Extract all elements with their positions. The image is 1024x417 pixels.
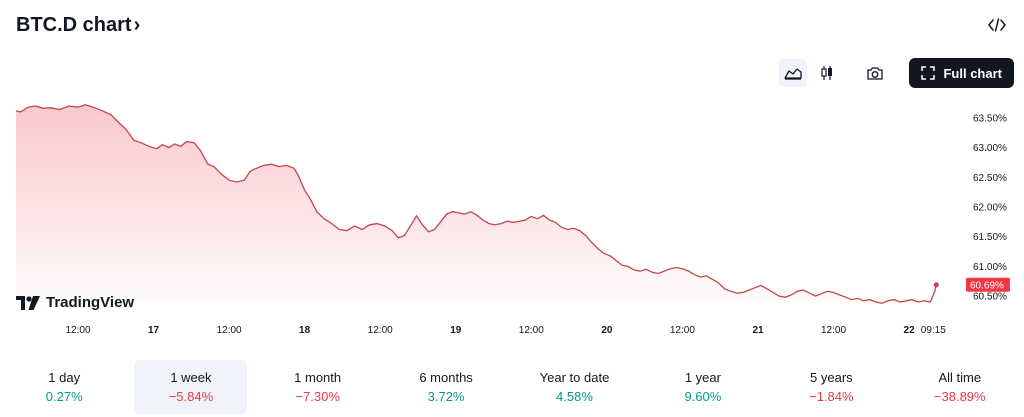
y-tick-label: 61.50%	[973, 232, 1007, 243]
tradingview-icon	[16, 295, 40, 310]
period-tab[interactable]: 1 day 0.27%	[0, 360, 128, 414]
last-value-badge: 60.69%	[966, 277, 1010, 292]
period-tab[interactable]: 1 week −5.84%	[134, 360, 248, 414]
y-tick-label: 60.50%	[973, 292, 1007, 303]
period-label: All time	[938, 370, 982, 385]
period-label: 1 day	[48, 370, 81, 385]
last-point-marker	[933, 282, 939, 288]
x-tick-label: 12:00	[519, 325, 544, 336]
period-change: 4.58%	[556, 389, 593, 404]
x-tick-label: 12:00	[670, 325, 695, 336]
period-change: 9.60%	[684, 389, 722, 404]
period-selector: 1 day 0.27% 1 week −5.84% 1 month −7.30% 6 mon…	[0, 360, 1024, 414]
chevron-right-icon: ›	[133, 14, 141, 36]
period-label: 1 year	[684, 370, 721, 385]
x-tick-label: 19	[450, 325, 462, 336]
candles-icon[interactable]	[813, 59, 841, 87]
period-tab[interactable]: Year to date 4.58%	[510, 360, 638, 414]
page-title: BTC.D chart	[16, 14, 132, 36]
period-tab[interactable]: 6 months 3.72%	[382, 360, 510, 414]
area-chart[interactable]: 60.50% 61.00% 61.50% 62.00% 62.50% 63.00% 63.5…	[0, 95, 1024, 345]
x-tick-label: 12:00	[368, 325, 393, 336]
fullscreen-icon	[921, 66, 936, 80]
period-change: −7.30%	[295, 389, 340, 404]
area-chart-icon[interactable]	[779, 59, 808, 87]
period-change: −5.84%	[168, 389, 214, 404]
full-chart-label: Full chart	[943, 65, 1002, 81]
x-tick-label: 12:00	[65, 325, 90, 336]
y-tick-label: 62.00%	[973, 203, 1007, 214]
period-change: −38.89%	[933, 389, 986, 404]
period-label: 1 month	[294, 370, 342, 385]
x-tick-label: 12:00	[821, 325, 846, 336]
y-tick-label: 61.00%	[973, 262, 1007, 273]
period-label: 5 years	[810, 370, 853, 385]
x-tick-label: 20	[601, 325, 613, 336]
area-fill	[16, 104, 937, 304]
x-tick-label: 21	[752, 325, 764, 336]
x-tick-label: 17	[148, 325, 160, 336]
x-tick-label: 12:00	[217, 325, 242, 336]
tradingview-logo[interactable]: TradingView	[16, 294, 134, 311]
x-tick-label: 09:15	[921, 325, 946, 336]
period-change: 3.72%	[427, 389, 465, 404]
x-tick-label: 18	[299, 325, 311, 336]
y-tick-label: 62.50%	[973, 173, 1007, 184]
y-tick-label: 63.00%	[973, 143, 1007, 154]
period-tab[interactable]: 1 year 9.60%	[639, 360, 767, 414]
watermark-text: TradingView	[46, 294, 135, 311]
period-label: 6 months	[419, 370, 473, 385]
period-label: 1 week	[170, 370, 212, 385]
chart-toolbar: Full chart	[779, 58, 1014, 88]
period-tab[interactable]: All time −38.89%	[896, 360, 1024, 414]
y-tick-label: 63.50%	[973, 113, 1007, 124]
full-chart-button[interactable]: Full chart	[909, 58, 1014, 88]
period-tab[interactable]: 5 years −1.84%	[767, 360, 895, 414]
period-change: −1.84%	[809, 389, 854, 404]
chart-title-link[interactable]: BTC.D chart ›	[16, 14, 140, 37]
period-tab[interactable]: 1 month −7.30%	[253, 360, 381, 414]
code-icon[interactable]	[986, 14, 1008, 36]
period-label: Year to date	[539, 370, 610, 385]
series-line	[15, 104, 937, 304]
x-tick-label: 22	[904, 325, 916, 336]
period-change: 0.27%	[45, 389, 83, 404]
last-value-label: 60.69%	[970, 280, 1004, 291]
camera-icon[interactable]	[861, 59, 889, 87]
